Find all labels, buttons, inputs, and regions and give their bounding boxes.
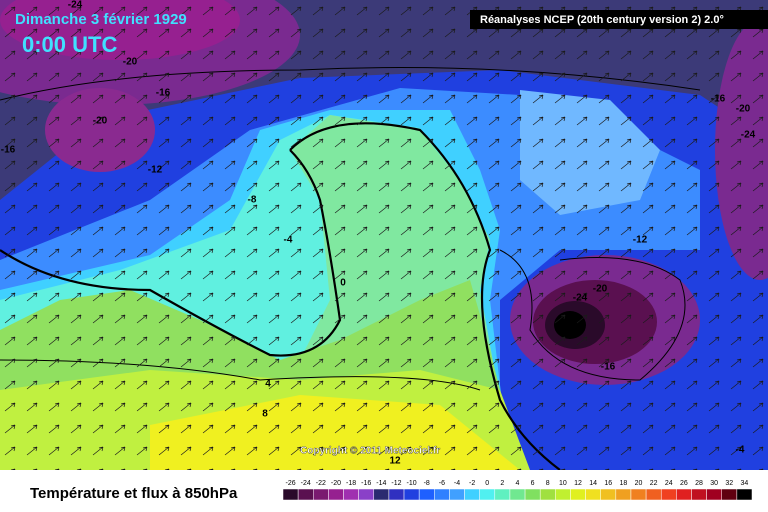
- legend-swatch: [479, 488, 496, 501]
- colorbar: -26 -24 -22 -20 -18 -16 -14 -12 -10 -8 -6 -4 -2 0 2 4 6 8…: [282, 480, 753, 501]
- legend-tick: 16: [604, 480, 612, 487]
- legend-tick: -26: [286, 480, 296, 487]
- legend-swatch: [691, 488, 707, 501]
- date: Dimanche 3 février 1929: [15, 11, 187, 28]
- legend-swatch: [630, 488, 647, 501]
- contour-label: -4: [284, 235, 293, 246]
- contour-label: -16: [156, 88, 171, 99]
- legend-swatch: [660, 488, 677, 501]
- contour-label: -20: [736, 104, 751, 115]
- contour-label: -24: [68, 0, 83, 11]
- contour-label: -12: [633, 235, 648, 246]
- legend-tick: 14: [589, 480, 597, 487]
- legend-swatch: [676, 488, 692, 501]
- legend-swatch: [388, 488, 405, 501]
- legend-tick: -22: [316, 480, 326, 487]
- contour-label: -16: [601, 362, 616, 373]
- legend-tick: -10: [407, 480, 417, 487]
- legend-swatch: [494, 488, 511, 501]
- legend-tick: 6: [531, 480, 535, 487]
- legend-swatch: [313, 488, 329, 501]
- legend-tick: 0: [485, 480, 489, 487]
- legend-swatch: [328, 488, 344, 501]
- legend-swatch: [721, 488, 738, 501]
- copyright: Copyright © 2011 Meteociel.fr: [300, 446, 440, 457]
- legend-swatch: [539, 488, 556, 501]
- legend-tick: -6: [439, 480, 445, 487]
- legend-swatch: [464, 488, 480, 501]
- legend-swatch: [600, 488, 617, 501]
- legend-swatch: [645, 488, 662, 501]
- legend-swatch: [736, 488, 753, 501]
- legend-swatch: [403, 488, 420, 501]
- legend-title: Température et flux à 850hPa: [30, 485, 238, 502]
- map: -24-20-16-20-16-12-8-404812-16-20-24-20-…: [0, 0, 768, 470]
- legend-tick: 22: [650, 480, 658, 487]
- legend-tick: 12: [574, 480, 582, 487]
- contour-label: -20: [593, 284, 608, 295]
- legend-swatch: [282, 488, 299, 501]
- contour-label: -8: [248, 195, 257, 206]
- legend-swatch: [449, 488, 465, 501]
- legend-tick: 4: [516, 480, 520, 487]
- legend-swatch: [434, 488, 450, 501]
- source: Réanalyses NCEP (20th century version 2)…: [480, 14, 724, 26]
- legend-swatch: [509, 488, 526, 501]
- legend-tick: 2: [500, 480, 504, 487]
- legend-swatch: [297, 488, 314, 501]
- contour-label: -16: [1, 145, 16, 156]
- contour-label: 12: [389, 456, 401, 467]
- legend-tick: -20: [331, 480, 341, 487]
- legend-swatch: [615, 488, 632, 501]
- legend-swatch: [418, 488, 435, 501]
- contour-label: -12: [148, 165, 163, 176]
- legend-tick: -2: [469, 480, 475, 487]
- legend-tick: 20: [635, 480, 643, 487]
- legend-tick: 32: [725, 480, 733, 487]
- contour-label: 4: [265, 379, 271, 390]
- contour-label: -24: [573, 293, 588, 304]
- legend-swatch: [585, 488, 601, 501]
- legend-tick: 24: [665, 480, 673, 487]
- legend-swatch: [706, 488, 722, 501]
- legend-tick: 18: [620, 480, 628, 487]
- legend-tick: -12: [391, 480, 401, 487]
- legend-swatch: [570, 488, 586, 501]
- legend-swatch: [358, 488, 375, 501]
- legend-tick: 10: [559, 480, 567, 487]
- legend-tick: 26: [680, 480, 688, 487]
- legend-tick: -4: [454, 480, 460, 487]
- contour-label: -4: [736, 445, 745, 456]
- legend-swatch: [555, 488, 571, 501]
- legend-tick: -16: [361, 480, 371, 487]
- legend-swatch: [343, 488, 359, 501]
- contour-label: 8: [262, 409, 268, 420]
- contour-label: -20: [123, 57, 138, 68]
- legend-tick: 30: [710, 480, 718, 487]
- contour-label: -16: [711, 94, 726, 105]
- contour-label: 0: [340, 278, 346, 289]
- legend-tick: -24: [301, 480, 311, 487]
- legend-tick: 28: [695, 480, 703, 487]
- contour-label: -24: [741, 130, 756, 141]
- legend-swatch: [524, 488, 541, 501]
- source-box: [470, 10, 768, 29]
- legend-tick: 8: [546, 480, 550, 487]
- contour-label: -20: [93, 116, 108, 127]
- legend-tick: -18: [346, 480, 356, 487]
- legend-tick: -8: [424, 480, 430, 487]
- legend-swatch: [373, 488, 390, 501]
- time: 0:00 UTC: [22, 32, 117, 57]
- legend-tick: -14: [376, 480, 386, 487]
- legend-tick: 34: [741, 480, 749, 487]
